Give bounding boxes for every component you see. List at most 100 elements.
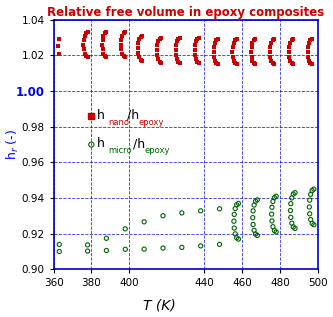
Point [104,236,109,241]
Text: T (K): T (K) [143,298,175,312]
Point [193,56,198,61]
Point [288,208,293,213]
Title: Relative free volume in epoxy composites: Relative free volume in epoxy composites [47,6,324,19]
Point [155,43,160,48]
Point [123,30,128,35]
Point [308,38,313,43]
Point [159,35,164,40]
Point [273,194,279,199]
Text: micro: micro [108,146,132,155]
Point [213,61,219,66]
Point [138,34,143,39]
Point [137,37,142,42]
Point [268,44,273,49]
Point [213,38,219,43]
Point [85,55,90,60]
Point [270,61,275,66]
Point [100,47,105,52]
Point [250,41,255,46]
Point [174,39,180,44]
Point [85,30,90,35]
Point [155,52,160,57]
Point [174,56,180,61]
Text: /h: /h [133,137,145,150]
Point [211,44,216,49]
Point [123,247,128,252]
Point [250,222,256,227]
Point [89,142,94,147]
Point [81,42,86,47]
Point [81,47,86,52]
Point [231,41,236,46]
Point [192,52,198,57]
Point [211,54,216,59]
Point [196,35,201,40]
Text: nano: nano [108,118,129,127]
Point [102,54,108,59]
Point [176,59,181,64]
Point [57,249,62,254]
Point [236,201,241,206]
Point [176,36,181,41]
Point [142,247,147,252]
Point [140,33,145,38]
Point [308,192,313,197]
Point [121,54,126,59]
Text: h$_r$ (-): h$_r$ (-) [5,129,21,160]
Point [55,44,60,49]
Point [160,213,166,218]
Point [89,113,94,119]
Point [309,188,315,193]
Point [123,226,128,231]
Point [251,38,256,43]
Point [194,36,200,41]
Text: h: h [97,109,105,122]
Point [269,205,275,210]
Point [215,62,220,67]
Point [140,58,145,63]
Text: /h: /h [127,109,139,122]
Text: h: h [97,137,105,150]
Point [272,195,277,200]
Point [272,62,277,67]
Point [173,52,179,57]
Point [100,37,105,42]
Point [231,212,237,217]
Point [136,46,141,51]
Point [192,43,198,48]
Point [270,224,276,229]
Point [101,33,106,38]
Point [287,41,293,46]
Point [251,203,257,208]
Point [307,197,312,203]
Point [230,44,235,49]
Point [156,39,161,44]
Point [309,37,315,42]
Point [157,36,162,41]
Point [234,62,239,67]
Point [270,199,276,204]
Point [194,59,200,64]
Point [311,222,317,227]
Point [308,217,313,222]
Point [292,226,298,231]
Point [251,228,257,233]
Point [137,55,142,60]
Point [253,199,258,204]
Point [253,37,258,42]
Point [255,233,260,238]
Point [230,54,235,59]
Point [250,208,256,213]
Point [307,204,312,210]
Point [231,219,236,224]
Point [119,37,124,42]
Point [249,49,254,54]
Point [288,201,293,206]
Point [102,31,108,36]
Point [231,58,236,63]
Point [290,37,296,42]
Point [250,215,255,220]
Point [157,59,162,64]
Point [159,60,164,65]
Point [211,49,216,54]
